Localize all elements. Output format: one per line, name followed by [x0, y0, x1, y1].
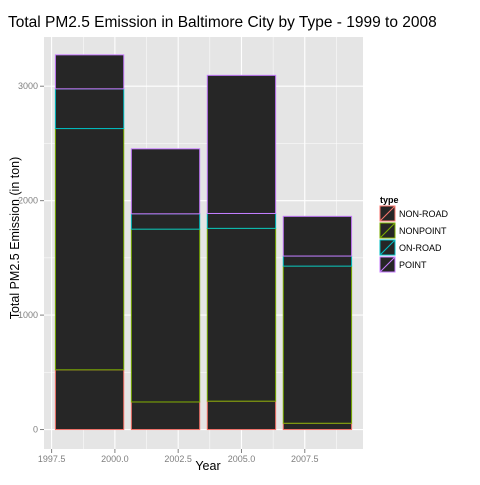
bar-segment-1999-point — [54, 54, 125, 90]
x-tick-label: 2002.5 — [164, 454, 192, 464]
legend-label-nonpoint: NONPOINT — [399, 226, 447, 236]
legend-label-non-road: NON-ROAD — [399, 209, 448, 219]
legend-key-slash — [379, 222, 396, 239]
legend-key-slash — [379, 205, 396, 222]
legend-key-slash — [379, 256, 396, 273]
y-axis: 0 1000 2000 3000 — [18, 81, 44, 435]
bar-segment-2002-nonpoint — [130, 228, 201, 403]
bar-segment-2005-nonpoint — [206, 227, 277, 402]
x-tick-label: 1997.5 — [38, 454, 66, 464]
bar-segment-2005-non-road — [206, 400, 277, 431]
y-tick-label: 2000 — [18, 196, 38, 206]
x-axis-label: Year — [195, 459, 220, 473]
y-tick-label: 0 — [33, 425, 38, 435]
x-tick-label: 2007.5 — [291, 454, 319, 464]
x-tick-label: 2005.0 — [228, 454, 256, 464]
bar-segment-1999-on-road — [54, 88, 125, 130]
bar-segment-2002-non-road — [130, 401, 201, 431]
legend-title: type — [380, 195, 399, 205]
bar-segment-2005-point — [206, 74, 277, 214]
legend-key-slash — [379, 239, 396, 256]
bar-segment-1999-non-road — [54, 369, 125, 431]
legend-label-on-road: ON-ROAD — [399, 243, 442, 253]
bar-segment-2002-point — [130, 148, 201, 215]
bar-segment-2008-point — [282, 215, 353, 257]
bar-segment-2002-on-road — [130, 213, 201, 230]
x-axis: 1997.5 2000.0 2002.5 2005.0 2007.5 — [38, 449, 319, 464]
bar-segment-1999-nonpoint — [54, 128, 125, 371]
bar-segment-2005-on-road — [206, 212, 277, 229]
y-tick-label: 3000 — [18, 81, 38, 91]
bar-segment-2008-on-road — [282, 255, 353, 267]
bar-segment-2008-non-road — [282, 422, 353, 431]
y-tick-label: 1000 — [18, 310, 38, 320]
x-tick-label: 2000.0 — [101, 454, 129, 464]
chart-title: Total PM2.5 Emission in Baltimore City b… — [8, 14, 437, 31]
bar-segment-2008-nonpoint — [282, 265, 353, 424]
legend-label-point: POINT — [399, 260, 427, 270]
plot-panel — [44, 37, 363, 449]
y-axis-label: Total PM2.5 Emission (in ton) — [8, 157, 22, 320]
